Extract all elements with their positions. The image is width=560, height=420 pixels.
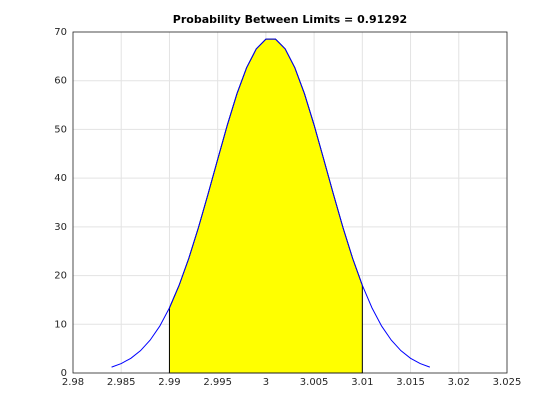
x-tick-label: 3.02 (448, 377, 470, 388)
x-tick-label: 2.98 (62, 377, 84, 388)
y-tick-label: 10 (54, 319, 67, 330)
y-tick-label: 40 (54, 173, 67, 184)
x-tick-label: 3.005 (300, 377, 329, 388)
x-tick-label: 3 (263, 377, 269, 388)
y-tick-label: 0 (61, 368, 67, 379)
y-tick-label: 50 (54, 124, 67, 135)
y-tick-label: 30 (54, 222, 67, 233)
axes-box (72, 31, 508, 374)
x-tick-label: 2.985 (107, 377, 136, 388)
density-curve (111, 38, 431, 368)
x-tick-label: 3.025 (493, 377, 522, 388)
x-tick-label: 2.995 (203, 377, 232, 388)
x-tick-label: 3.015 (396, 377, 425, 388)
x-tick-label: 2.99 (158, 377, 180, 388)
y-tick-label: 20 (54, 271, 67, 282)
x-tick-label: 3.01 (351, 377, 373, 388)
y-tick-label: 60 (54, 76, 67, 87)
chart-title: Probability Between Limits = 0.91292 (173, 13, 407, 26)
y-tick-label: 70 (54, 27, 67, 38)
